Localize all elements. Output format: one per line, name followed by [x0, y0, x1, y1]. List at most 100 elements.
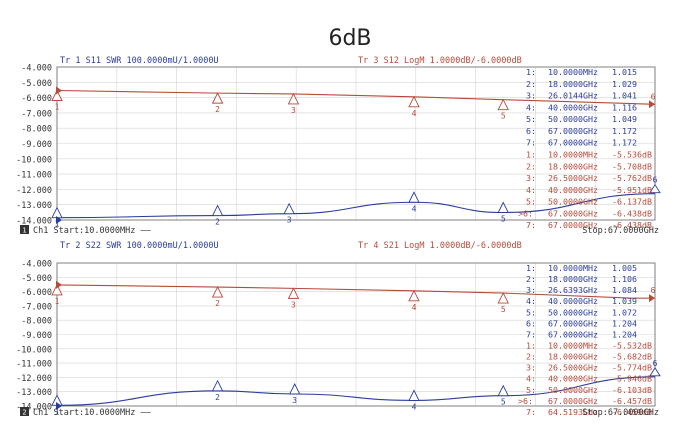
- marker-readout-index: 7:: [526, 220, 536, 230]
- marker-triangle[interactable]: [287, 92, 300, 105]
- marker-readout-freq: 40.0000GHz: [548, 102, 598, 112]
- marker-triangle[interactable]: [51, 89, 63, 101]
- stop-frequency[interactable]: Stop:67.0000GHz: [582, 408, 659, 418]
- y-tick-label: -11.000: [16, 171, 52, 181]
- marker-active-arrow[interactable]: [649, 294, 655, 303]
- marker-readout-value: -5.536dB: [612, 150, 652, 160]
- marker-readout-freq: 10.0000MHz: [548, 263, 598, 273]
- marker-readout-freq: 67.0000GHz: [548, 396, 598, 406]
- marker-readout-value: 1.116: [612, 102, 637, 112]
- marker-triangle[interactable]: [649, 183, 661, 194]
- marker-triangle[interactable]: [497, 201, 509, 213]
- marker-number: 2: [215, 299, 220, 308]
- marker-readout-value: 1.204: [612, 318, 637, 328]
- marker-triangle[interactable]: [287, 287, 300, 299]
- marker-readout-freq: 18.0000GHz: [548, 274, 598, 284]
- marker-triangle[interactable]: [211, 204, 224, 217]
- marker-readout-value: 1.172: [612, 126, 637, 136]
- marker-readout-index: 4:: [526, 102, 536, 112]
- marker-readout-value: -6.459dB: [612, 407, 652, 417]
- marker-readout-value: 1.015: [612, 67, 637, 77]
- start-frequency[interactable]: Ch1 Start:10.0000MHz ——: [33, 226, 152, 236]
- marker-readout-value: -5.946dB: [612, 374, 652, 384]
- channel-badge-number: 1: [22, 227, 26, 235]
- marker-readout-value: -5.762dB: [612, 173, 652, 183]
- marker-readout-value: 1.005: [612, 263, 637, 273]
- marker-triangle[interactable]: [51, 206, 63, 219]
- marker-triangle[interactable]: [51, 283, 63, 296]
- marker-readout-index: 2:: [526, 274, 536, 284]
- marker-readout-freq: 50.0000GHz: [548, 114, 598, 124]
- marker-readout-index: 7:: [526, 329, 536, 339]
- trace-a-label[interactable]: Tr 1 S11 SWR 100.0000mU/1.0000U: [60, 56, 219, 66]
- marker-number: 5: [501, 215, 506, 224]
- marker-triangle[interactable]: [211, 379, 224, 392]
- marker-readout-freq: 10.0000MHz: [548, 150, 598, 160]
- y-tick-label: -9.000: [21, 140, 52, 150]
- y-tick-label: -12.000: [16, 374, 52, 384]
- marker-number: 1: [55, 103, 60, 112]
- marker-triangle[interactable]: [497, 384, 509, 397]
- marker-triangle[interactable]: [283, 202, 295, 215]
- marker-readout-freq: 64.5193GHz: [548, 407, 598, 417]
- marker-triangle[interactable]: [408, 95, 420, 108]
- marker-readout-index: 1:: [526, 150, 536, 160]
- channel-badge[interactable]: [20, 407, 29, 416]
- reference-arrow: [56, 86, 62, 95]
- marker-readout-index: 2:: [526, 352, 536, 362]
- y-tick-label: -13.000: [16, 388, 52, 398]
- marker-number: 6: [651, 92, 656, 101]
- marker-readout-value: 1.172: [612, 138, 637, 148]
- start-frequency[interactable]: Ch1 Start:10.0000MHz ——: [33, 408, 152, 418]
- marker-readout-value: -5.774dB: [612, 363, 652, 373]
- channel-badge[interactable]: [20, 225, 29, 234]
- marker-readout-index: 7:: [526, 138, 536, 148]
- marker-number: 1: [55, 297, 60, 306]
- trace-b-label[interactable]: Tr 3 S12 LogM 1.0000dB/-6.0000dB: [358, 56, 522, 66]
- marker-triangle[interactable]: [408, 389, 420, 401]
- marker-readout-freq: 18.0000GHz: [548, 79, 598, 89]
- trace-a-label[interactable]: Tr 2 S22 SWR 100.0000mU/1.0000U: [60, 241, 219, 251]
- channel-badge-number: 2: [22, 409, 26, 417]
- stop-frequency[interactable]: Stop:67.0000GHz: [582, 226, 659, 236]
- marker-readout-freq: 50.0000GHz: [548, 307, 598, 317]
- marker-triangle[interactable]: [211, 286, 224, 298]
- marker-number: 4: [412, 303, 417, 312]
- trace-logm-line: [56, 89, 656, 105]
- marker-readout-index: 4:: [526, 374, 536, 384]
- marker-readout-value: 1.204: [612, 329, 637, 339]
- marker-triangle[interactable]: [288, 382, 301, 395]
- marker-readout-value: -5.532dB: [612, 341, 652, 351]
- trace-swr-line: [56, 376, 656, 406]
- trace-b-label[interactable]: Tr 4 S21 LogM 1.0000dB/-6.0000dB: [358, 241, 522, 251]
- marker-active-arrow[interactable]: [649, 100, 655, 109]
- marker-readout-index: >6:: [518, 208, 533, 218]
- marker-number: 6: [653, 359, 658, 368]
- y-tick-label: -6.000: [21, 94, 52, 104]
- y-tick-label: -10.000: [16, 345, 52, 355]
- marker-triangle[interactable]: [649, 366, 661, 377]
- marker-triangle[interactable]: [497, 98, 509, 111]
- marker-readout-freq: 67.0000GHz: [548, 329, 598, 339]
- marker-triangle[interactable]: [408, 191, 420, 203]
- marker-readout-value: 1.039: [612, 296, 637, 306]
- marker-readout-freq: 50.0000GHz: [548, 385, 598, 395]
- reference-arrow: [56, 402, 62, 410]
- marker-triangle[interactable]: [211, 92, 224, 104]
- marker-triangle[interactable]: [497, 292, 509, 304]
- marker-number: 5: [501, 305, 506, 314]
- marker-readout-value: -5.951dB: [612, 185, 652, 195]
- marker-readout-value: -6.438dB: [612, 208, 652, 218]
- marker-number: 2: [215, 218, 220, 227]
- y-tick-label: -7.000: [21, 109, 52, 119]
- marker-readout-freq: 40.0000GHz: [548, 374, 598, 384]
- y-tick-label: -10.000: [16, 155, 52, 165]
- marker-readout-value: 1.029: [612, 79, 637, 89]
- marker-triangle[interactable]: [408, 289, 420, 302]
- marker-readout-freq: 40.0000GHz: [548, 185, 598, 195]
- marker-readout-freq: 26.6393GHz: [548, 285, 598, 295]
- y-tick-label: -6.000: [21, 288, 52, 298]
- marker-readout-freq: 67.0000GHz: [548, 208, 598, 218]
- marker-readout-index: 2:: [526, 79, 536, 89]
- y-tick-label: -14.000: [16, 217, 52, 227]
